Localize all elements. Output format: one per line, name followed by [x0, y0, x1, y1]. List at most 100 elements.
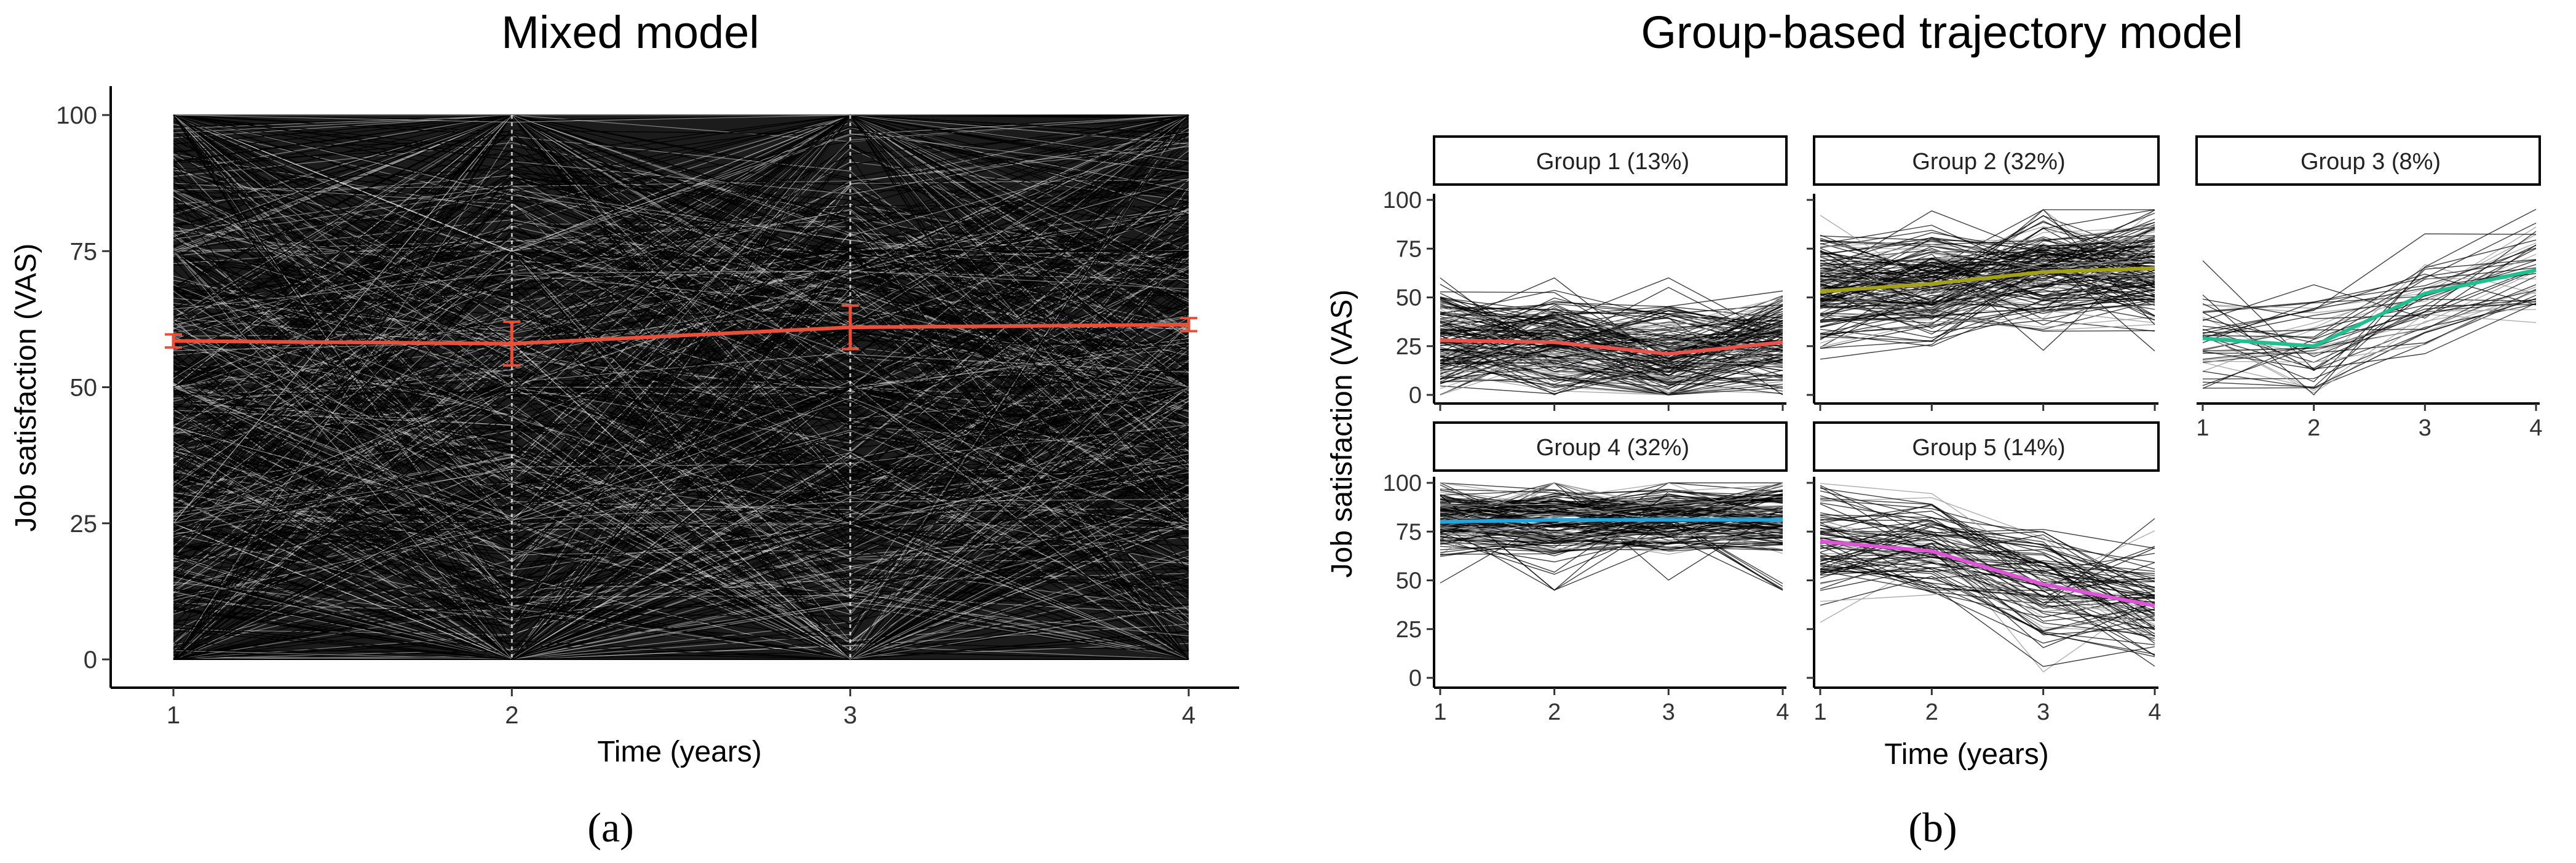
individual-trajectory [173, 114, 1189, 346]
individual-trajectory [2202, 247, 2537, 343]
individual-trajectory [173, 429, 1189, 601]
individual-trajectory [173, 250, 1189, 642]
facet-strip-label: Group 3 (8%) [2301, 149, 2441, 175]
individual-trajectory [173, 114, 1189, 351]
x-tick-label: 3 [2037, 699, 2050, 725]
individual-trajectory [1820, 244, 2155, 276]
facet-strip [1813, 421, 2160, 472]
individual-trajectory [173, 114, 1189, 471]
individual-trajectory [1440, 348, 1783, 373]
individual-trajectory [173, 114, 1189, 236]
x-tick-label: 2 [505, 702, 518, 729]
individual-trajectory [173, 164, 1189, 482]
individual-trajectory [173, 114, 1189, 550]
individual-trajectory [173, 213, 1189, 392]
individual-trajectory [1440, 296, 1783, 394]
facet-group-5: Group 5 (14%) 1 2 3 4 [1807, 421, 2162, 725]
individual-trajectory [173, 279, 1189, 519]
individual-trajectory [173, 436, 1189, 499]
individual-trajectory [2202, 284, 2537, 351]
individual-trajectory [173, 329, 1189, 416]
individual-trajectory [1820, 220, 2155, 283]
individual-trajectory [1440, 336, 1783, 361]
individual-trajectory [1440, 341, 1783, 392]
individual-trajectory [173, 114, 1189, 391]
facet-strip [1433, 135, 1788, 186]
individual-trajectory [1820, 488, 2155, 572]
individual-trajectory [173, 114, 1189, 395]
y-tick-label: 25 [70, 511, 98, 538]
individual-trajectory [173, 435, 1189, 660]
individual-trajectory [1440, 359, 1783, 389]
group-mean-line [1440, 518, 1783, 524]
individual-trajectory [173, 114, 1189, 641]
individual-trajectory [173, 237, 1189, 487]
individual-trajectory [173, 322, 1189, 562]
individual-trajectory [2202, 231, 2537, 357]
individual-trajectory [173, 270, 1189, 310]
individual-trajectory [173, 114, 1189, 326]
individual-trajectory [173, 387, 1189, 660]
individual-trajectory [1820, 245, 2155, 293]
individual-trajectory [1820, 309, 2155, 344]
individual-trajectory [1440, 500, 1783, 520]
individual-trajectory [173, 121, 1189, 386]
individual-trajectory [1820, 556, 2155, 667]
individual-trajectory [1440, 536, 1783, 551]
individual-trajectory [1440, 305, 1783, 361]
individual-trajectory [173, 132, 1189, 379]
individual-trajectory [173, 430, 1189, 549]
individual-trajectory [1820, 210, 2155, 316]
y-tick-label: 25 [1396, 334, 1422, 360]
individual-trajectory [1440, 482, 1783, 526]
facet-strip-label: Group 4 (32%) [1536, 435, 1689, 461]
individual-trajectory [173, 387, 1189, 660]
individual-trajectory [2202, 234, 2537, 309]
individual-trajectory [1820, 555, 2155, 635]
individual-trajectory [1820, 303, 2155, 335]
facet-strip-label: Group 5 (14%) [1912, 435, 2065, 461]
individual-trajectory [2202, 288, 2537, 389]
individual-trajectory [173, 114, 1189, 660]
individual-trajectory [1440, 542, 1783, 551]
individual-trajectory [173, 227, 1189, 524]
individual-trajectory [1440, 342, 1783, 383]
facet-strip [2195, 135, 2541, 186]
individual-trajectory [2202, 269, 2537, 334]
panel-a-label: (a) [587, 804, 633, 851]
individual-trajectory [1820, 242, 2155, 348]
individual-trajectory [1820, 528, 2155, 621]
individual-trajectory [173, 114, 1189, 534]
individual-trajectory [2202, 298, 2537, 389]
individual-trajectory [173, 451, 1189, 564]
individual-trajectory [1440, 297, 1783, 330]
individual-trajectory [173, 474, 1189, 660]
individual-trajectory [1820, 490, 2155, 588]
individual-trajectory [173, 114, 1189, 442]
individual-trajectory [1440, 356, 1783, 394]
individual-trajectory [173, 114, 1189, 179]
individual-trajectory [1440, 482, 1783, 525]
individual-trajectory [173, 202, 1189, 536]
individual-trajectory [173, 445, 1189, 660]
individual-trajectory [2202, 242, 2537, 352]
individual-trajectory [173, 119, 1189, 212]
x-tick-label: 1 [167, 702, 180, 729]
individual-trajectory [173, 523, 1189, 627]
individual-trajectory [173, 266, 1189, 533]
individual-trajectory [173, 133, 1189, 325]
individual-trajectory [1820, 209, 2155, 270]
individual-trajectory [1440, 495, 1783, 591]
individual-trajectory [173, 114, 1189, 416]
individual-trajectory [173, 226, 1189, 454]
individual-trajectory [1440, 299, 1783, 348]
group-mean-line [1820, 266, 2155, 293]
individual-trajectory [173, 255, 1189, 525]
mixed-model-ylabel: Job satisfaction (VAS) [10, 244, 42, 532]
individual-trajectory [1440, 493, 1783, 573]
x-tick-label: 2 [1548, 699, 1561, 725]
individual-trajectory [173, 142, 1189, 278]
individual-trajectory [2202, 233, 2537, 331]
individual-trajectory [173, 114, 1189, 570]
